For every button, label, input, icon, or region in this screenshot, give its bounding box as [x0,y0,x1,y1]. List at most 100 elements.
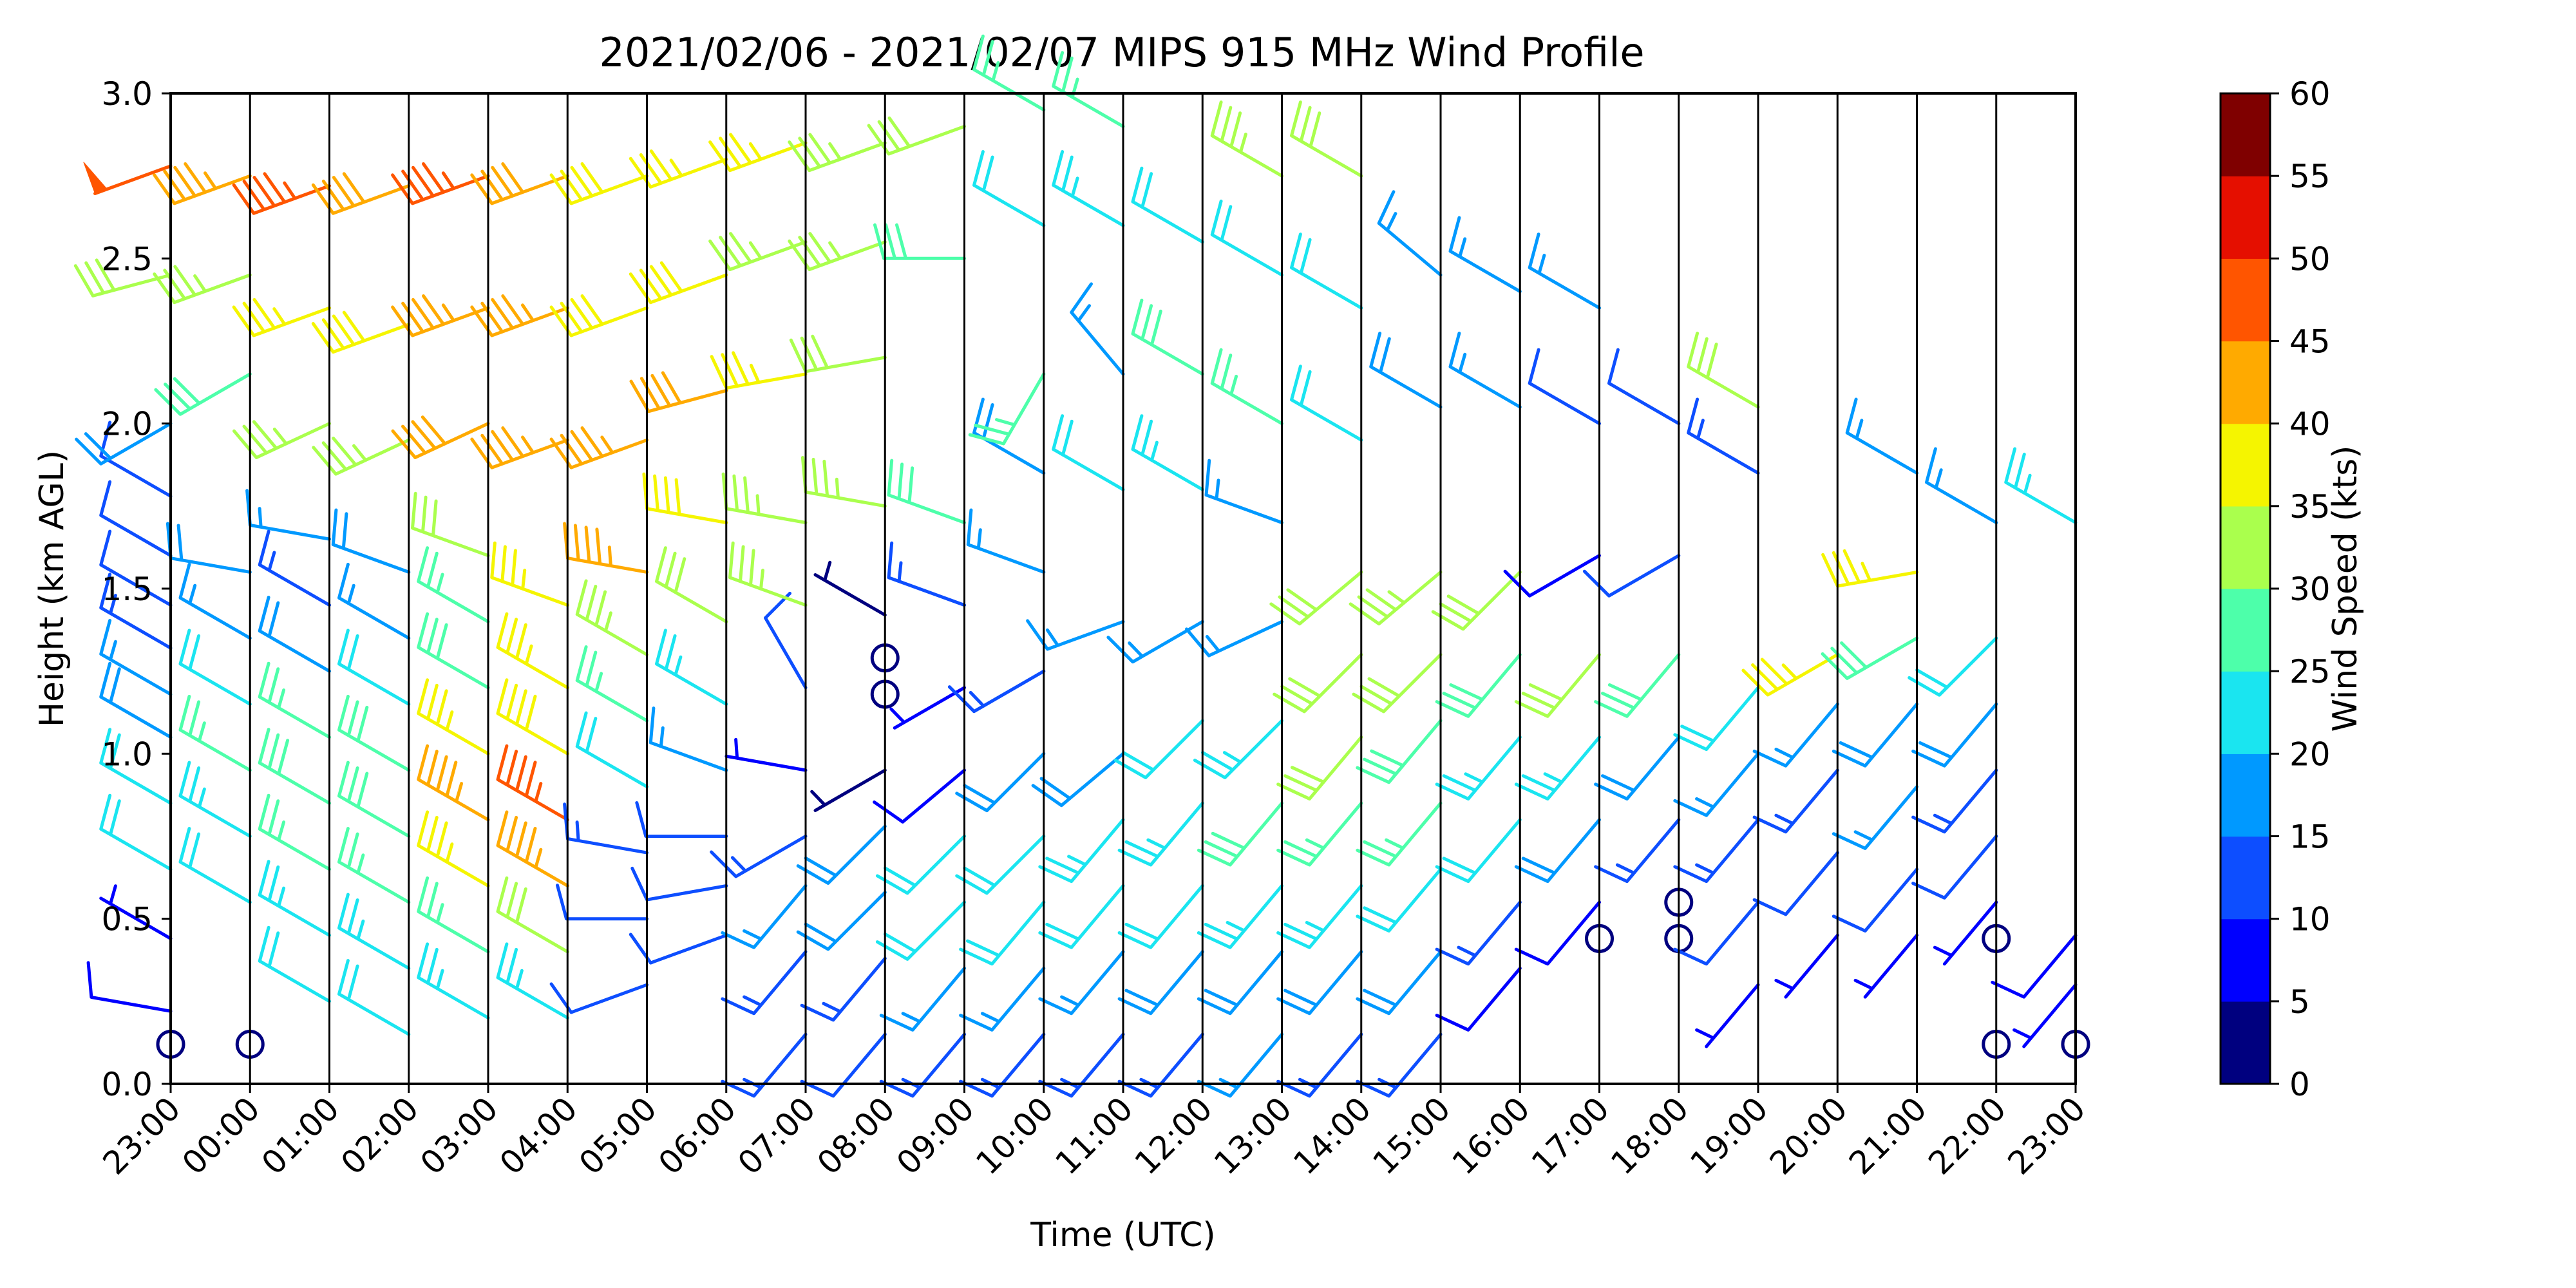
wind-barb [258,728,331,805]
wind-barb [1911,702,1998,768]
wind-barb-lines [178,694,252,772]
wind-barb [563,522,649,574]
wind-barb [1377,190,1443,277]
wind-barb-lines [972,150,1046,227]
y-tick-label: 0.0 [101,1066,153,1103]
wind-barb [972,150,1046,227]
wind-barb [1185,620,1283,658]
wind-barb [337,959,411,1036]
wind-barb [391,162,490,205]
wind-barb-lines [1435,653,1522,718]
wind-barb [2004,447,2078,524]
colorbar-tick-label: 60 [2289,75,2331,113]
colorbar-tick-label: 10 [2289,901,2331,938]
wind-barb-lines [153,265,252,305]
wind-barb-lines [2012,983,2078,1048]
wind-barb-lines [1185,620,1283,658]
wind-barb [337,761,411,838]
wind-barb-lines [232,298,331,337]
wind-barb [789,334,887,374]
wind-barb-lines [1741,653,1839,697]
wind-barb-lines [959,967,1046,1032]
wind-barb [470,162,569,205]
wind-barb-lines [1695,983,1760,1048]
wind-barb [710,835,808,878]
wind-barb [232,420,331,459]
wind-barb-lines [1276,884,1363,949]
colorbar-tick-label: 0 [2289,1066,2310,1103]
wind-barb-lines [1752,768,1839,834]
wind-barb [629,261,728,305]
wind-barb [258,860,331,937]
wind-barb [1435,818,1522,884]
wind-barb [959,967,1046,1032]
wind-barb [1435,967,1522,1032]
wind-barb-lines [1594,818,1681,884]
wind-barb-lines [411,491,490,558]
wind-barb-lines [99,480,173,558]
colorbar-tick-label: 55 [2289,158,2331,195]
wind-barb-lines [1911,702,1998,768]
wind-barb [86,961,173,1013]
y-axis-label: Height (km AGL) [33,450,71,727]
wind-barb [311,172,411,215]
wind-barb-lines [721,950,808,1016]
wind-barb [630,866,728,902]
wind-barb [1594,818,1681,884]
wind-barb-lines [1356,719,1443,784]
wind-barb [1933,900,1998,966]
wind-barb [710,351,808,390]
wind-barb-lines [337,629,411,706]
colorbar-tick-label: 15 [2289,819,2331,856]
wind-barb-lines [311,172,411,215]
wind-barb [470,294,569,337]
wind-barb [1832,785,1918,850]
wind-barb-lines [549,426,649,469]
colorbar-bin [2221,341,2270,424]
wind-barb-lines [470,162,569,205]
wind-barb-lines [417,612,490,690]
wind-barb-lines [1514,900,1601,966]
wind-barb [721,472,808,524]
wind-barb [496,744,569,822]
wind-barb-lines [1503,554,1601,598]
wind-barb [708,232,808,271]
wind-barb-lines [813,560,887,617]
wind-barb-lines [258,529,331,607]
wind-barb [875,900,966,961]
wind-barb-lines [1528,348,1601,426]
wind-barb [337,827,411,904]
wind-barb-lines [1276,950,1363,1016]
wind-barb-lines [966,508,1046,574]
wind-barb [788,232,887,271]
wind-barb-lines [258,925,331,1003]
wind-barb-lines [1210,199,1283,277]
wind-barb [575,645,649,723]
wind-barb-lines [1117,801,1204,867]
wind-barb [1514,818,1601,884]
wind-barb-lines [1582,554,1681,598]
wind-barb [1991,933,2078,999]
wind-barb-lines [86,961,173,1013]
wind-barb-lines [232,420,331,459]
wind-barb-lines [417,942,490,1019]
wind-barb-lines [1687,397,1760,475]
wind-barb [1594,653,1681,718]
wind-barb-lines [1290,100,1363,178]
wind-barb [1356,950,1443,1016]
wind-barb [178,761,252,838]
wind-barb-lines [1435,900,1522,966]
wind-barb-lines [955,835,1046,895]
wind-barb [800,956,887,1022]
wind-barb-lines [635,801,728,838]
wind-barb-lines [629,149,728,189]
wind-barb [232,172,331,215]
wind-barb [959,900,1046,966]
wind-barb-lines [649,706,728,772]
colorbar-bin [2221,258,2270,342]
wind-barb [800,456,887,508]
wind-barb-lines [800,456,887,508]
wind-barb [99,619,173,696]
wind-barb [875,835,966,895]
wind-barb-lines [1687,332,1760,409]
